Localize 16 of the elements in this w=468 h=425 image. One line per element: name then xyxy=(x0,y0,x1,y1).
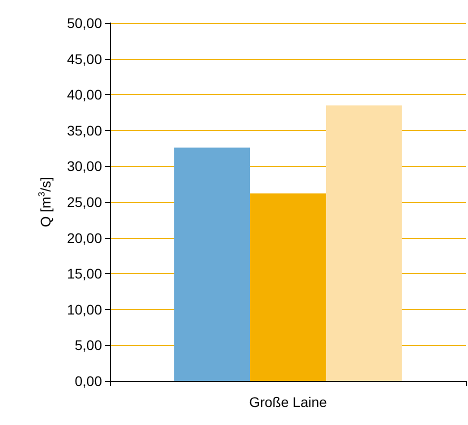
y-tick-label: 15,00 xyxy=(66,266,102,282)
y-tick-label: 0,00 xyxy=(74,373,102,389)
y-axis-title: Q [m3/s] xyxy=(36,176,54,228)
y-tick-label: 10,00 xyxy=(66,301,102,318)
y-tick-label: 50,00 xyxy=(66,15,102,31)
y-tick-label: 35,00 xyxy=(66,122,102,138)
bar xyxy=(326,105,402,381)
x-tick-label: Große Laine xyxy=(249,394,328,410)
y-tick-label: 40,00 xyxy=(66,86,102,103)
y-tick-label: 5,00 xyxy=(74,337,102,354)
bar xyxy=(250,193,326,381)
bar xyxy=(174,148,250,381)
y-tick-label: 25,00 xyxy=(66,194,102,210)
y-tick-label: 45,00 xyxy=(66,50,102,67)
y-tick-label: 20,00 xyxy=(66,230,102,246)
y-tick-label: 30,00 xyxy=(66,158,102,174)
